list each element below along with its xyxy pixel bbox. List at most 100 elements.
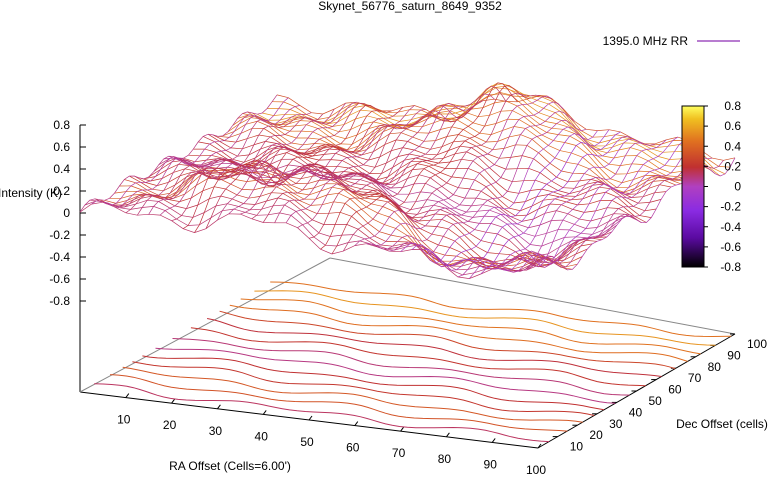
contour-line bbox=[142, 355, 605, 411]
contour-line bbox=[132, 361, 595, 416]
mesh-line bbox=[272, 93, 731, 168]
contour-line bbox=[206, 318, 662, 377]
ra-tick-mark bbox=[216, 404, 221, 410]
base-contours bbox=[94, 281, 732, 443]
mesh-line bbox=[99, 186, 558, 270]
colorbar-tick-label: -0.8 bbox=[720, 260, 741, 274]
ra-tick-label: 100 bbox=[526, 463, 546, 477]
ra-axis-ticks: 10 20 30 40 50 60 70 80 90 100 bbox=[117, 393, 546, 477]
mesh-line bbox=[159, 101, 358, 216]
ra-tick-mark bbox=[491, 438, 496, 443]
chart-title: Skynet_56776_saturn_8649_9352 bbox=[318, 0, 502, 13]
ra-tick-label: 20 bbox=[163, 418, 177, 432]
colorbar: 0.8 0.6 0.4 0.2 0 -0.2 -0.4 -0.6 -0.8 bbox=[681, 99, 741, 274]
contour-line bbox=[254, 290, 716, 346]
mesh-line bbox=[194, 110, 392, 233]
dec-tick-label: 80 bbox=[708, 360, 722, 374]
mesh-line bbox=[320, 82, 518, 250]
mesh-line bbox=[446, 138, 644, 271]
contour-line bbox=[122, 366, 583, 423]
ra-tick-label: 80 bbox=[438, 452, 452, 466]
contour-line bbox=[155, 347, 616, 404]
back-edge-right bbox=[329, 257, 736, 335]
mesh-line bbox=[182, 105, 381, 229]
colorbar-tick-label: -0.6 bbox=[720, 240, 741, 254]
mesh-line bbox=[308, 85, 507, 239]
back-edge-left bbox=[79, 257, 331, 393]
mesh-line bbox=[400, 126, 598, 264]
ra-tick-mark bbox=[445, 432, 450, 438]
z-tick-label: -0.4 bbox=[49, 250, 70, 264]
colorbar-tick-label: 0 bbox=[734, 180, 741, 194]
ra-tick-label: 60 bbox=[346, 441, 360, 455]
contour-line bbox=[229, 304, 688, 362]
mesh-line bbox=[262, 110, 461, 223]
mesh-line bbox=[377, 110, 575, 250]
colorbar-tick-label: 0.8 bbox=[724, 99, 741, 113]
mesh-line bbox=[434, 136, 633, 269]
ra-tick-label: 90 bbox=[484, 457, 498, 471]
ra-tick-mark bbox=[125, 393, 130, 398]
mesh-line bbox=[148, 102, 346, 215]
mesh-line bbox=[423, 131, 621, 267]
contour-line bbox=[110, 374, 568, 432]
mesh-line bbox=[102, 105, 300, 207]
mesh-line bbox=[173, 156, 632, 229]
colorbar-tick-label: -0.4 bbox=[720, 220, 741, 234]
mesh-line bbox=[354, 95, 552, 246]
mesh-line bbox=[285, 100, 484, 223]
colorbar-tick-label: -0.2 bbox=[720, 200, 741, 214]
mesh-line bbox=[171, 102, 369, 222]
dec-tick-label: 50 bbox=[649, 394, 663, 408]
z-axis-ticks: 0.8 0.6 0.4 0.2 0 -0.2 -0.4 -0.6 -0.8 bbox=[49, 118, 86, 308]
mesh-line bbox=[297, 93, 495, 229]
ra-tick-mark bbox=[354, 421, 359, 426]
mesh-line bbox=[457, 142, 655, 278]
colorbar-tick-label: 0.6 bbox=[724, 119, 741, 133]
z-axis-label: Intensity (K) bbox=[0, 186, 62, 200]
ra-tick-label: 40 bbox=[255, 429, 269, 443]
z-tick-label: 0.4 bbox=[53, 162, 70, 176]
dec-axis-label: Dec Offset (cells) bbox=[676, 417, 768, 431]
ra-tick-label: 10 bbox=[117, 413, 131, 427]
mesh-line bbox=[411, 129, 610, 268]
mesh-line bbox=[503, 147, 701, 273]
contour-line bbox=[219, 310, 676, 370]
colorbar-gradient bbox=[681, 105, 705, 268]
mesh-line bbox=[331, 85, 530, 255]
colorbar-ticks: 0.8 0.6 0.4 0.2 0 -0.2 -0.4 -0.6 -0.8 bbox=[704, 99, 741, 274]
mesh-line bbox=[274, 105, 472, 223]
dec-tick-label: 70 bbox=[688, 371, 702, 385]
contour-line bbox=[190, 327, 646, 387]
z-tick-label: 0.8 bbox=[53, 118, 70, 132]
colorbar-tick-label: 0.2 bbox=[724, 159, 741, 173]
mesh-line bbox=[217, 105, 415, 221]
contour-line bbox=[240, 298, 701, 355]
mesh-line bbox=[228, 109, 426, 215]
mesh-line bbox=[366, 101, 564, 246]
mesh-line bbox=[515, 156, 713, 272]
ra-tick-label: 70 bbox=[392, 446, 406, 460]
dec-tick-label: 60 bbox=[668, 383, 682, 397]
ra-tick-label: 50 bbox=[300, 435, 314, 449]
ra-tick-mark bbox=[262, 410, 267, 415]
legend-label: 1395.0 MHz RR bbox=[603, 34, 689, 48]
mesh-line bbox=[222, 120, 681, 193]
z-tick-label: 0.2 bbox=[53, 184, 70, 198]
ra-tick-mark bbox=[400, 426, 405, 432]
legend: 1395.0 MHz RR bbox=[603, 34, 740, 48]
ra-axis-label: RA Offset (Cells=6.00') bbox=[169, 459, 291, 473]
z-tick-label: -0.2 bbox=[49, 228, 70, 242]
mesh-line bbox=[134, 162, 593, 268]
dec-tick-label: 100 bbox=[747, 337, 767, 351]
ra-tick-mark bbox=[171, 398, 176, 404]
mesh-line bbox=[139, 165, 598, 266]
ra-tick-label: 30 bbox=[209, 424, 223, 438]
surface-mesh bbox=[79, 82, 736, 279]
dec-tick-label: 20 bbox=[589, 428, 603, 442]
mesh-line bbox=[251, 115, 449, 220]
ra-tick-mark bbox=[308, 415, 313, 421]
contour-line bbox=[270, 281, 732, 338]
dec-tick-label: 40 bbox=[629, 405, 643, 419]
